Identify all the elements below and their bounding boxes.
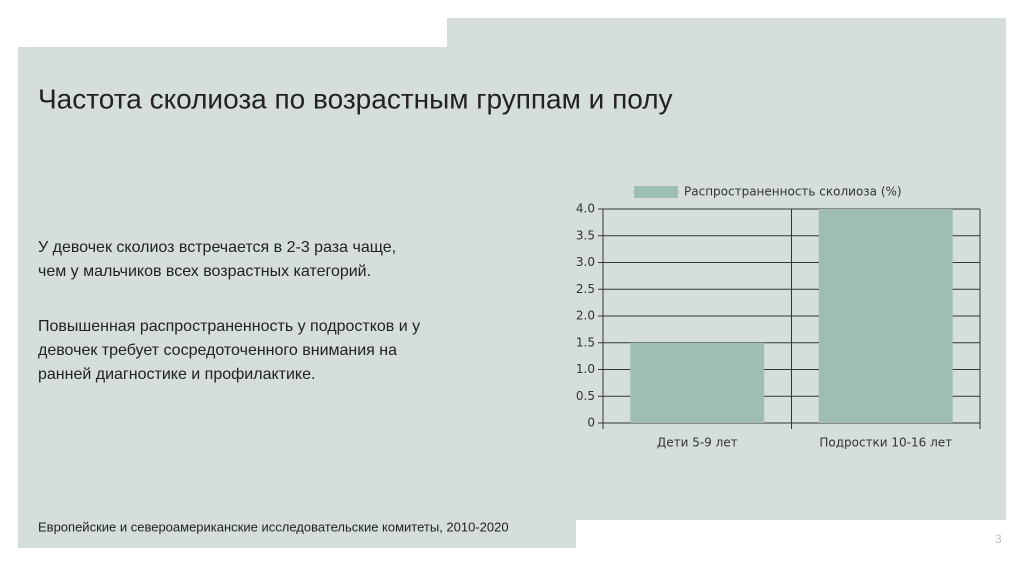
x-tick-label: Дети 5-9 лет	[657, 436, 738, 450]
slide-title: Частота сколиоза по возрастным группам и…	[38, 83, 673, 114]
page-number: 3	[995, 532, 1002, 546]
x-tick-label: Подростки 10-16 лет	[819, 436, 952, 450]
y-tick-label: 1.5	[576, 335, 595, 349]
paragraph-line: девочек требует сосредоточенного внимани…	[38, 342, 397, 359]
y-tick-label: 3.5	[576, 228, 595, 242]
legend-swatch	[634, 186, 678, 198]
legend-label: Распространенность сколиоза (%)	[684, 185, 902, 199]
y-tick-label: 4.0	[576, 202, 595, 216]
y-tick-label: 2.5	[576, 282, 595, 296]
y-tick-label: 3.0	[576, 255, 595, 269]
y-tick-label: 1.0	[576, 362, 595, 376]
paragraph-line: Повышенная распространенность у подростк…	[38, 318, 420, 335]
source: Европейские и североамериканские исследо…	[38, 519, 509, 534]
y-tick-label: 0	[587, 416, 595, 430]
paragraph-line: У девочек сколиоз встречается в 2-3 раза…	[38, 239, 396, 256]
y-tick-label: 2.0	[576, 309, 595, 323]
bar	[818, 209, 953, 423]
bar	[630, 342, 765, 423]
paragraph-line: ранней диагностике и профилактике.	[38, 366, 315, 383]
y-tick-label: 0.5	[576, 389, 595, 403]
paragraph-line: чем у мальчиков всех возрастных категори…	[38, 263, 371, 280]
